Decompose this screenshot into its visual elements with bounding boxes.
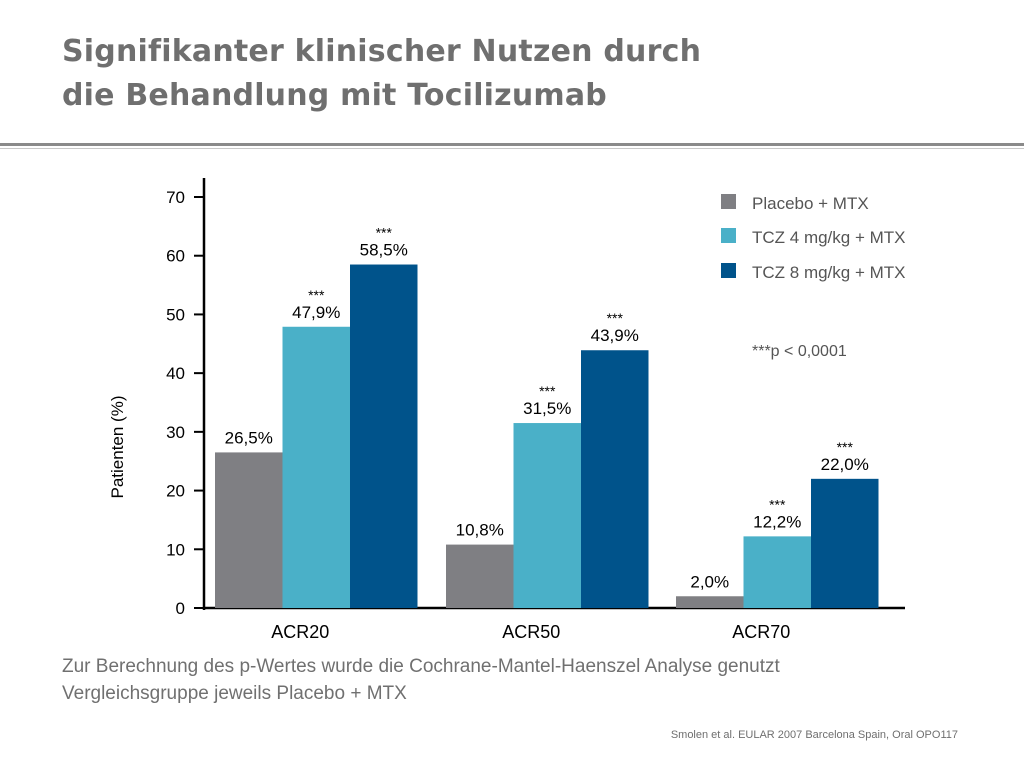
legend-swatch (721, 228, 736, 243)
y-tick-label: 30 (166, 423, 185, 442)
legend-label: TCZ 8 mg/kg + MTX (752, 263, 906, 282)
title-line-2: die Behandlung mit Tocilizumab (62, 78, 607, 113)
data-label: 12,2% (753, 512, 801, 531)
bar-acr70-series-2 (743, 536, 811, 608)
y-tick-label: 50 (166, 305, 185, 324)
data-label: 22,0% (821, 455, 869, 474)
data-label: 58,5% (360, 241, 408, 260)
data-label: 31,5% (523, 399, 571, 418)
data-label: 47,9% (292, 303, 340, 322)
y-tick-label: 20 (166, 482, 185, 501)
y-tick-label: 40 (166, 364, 185, 383)
footnote-comparison: Vergleichsgruppe jeweils Placebo + MTX (62, 683, 407, 704)
bar-acr20-series-1 (215, 452, 283, 608)
slide-title: Signifikanter klinischer Nutzen durch di… (62, 30, 962, 118)
significance-marker: *** (308, 287, 325, 303)
y-tick-label: 60 (166, 247, 185, 266)
source-citation: Smolen et al. EULAR 2007 Barcelona Spain… (670, 729, 958, 741)
significance-marker: *** (539, 383, 556, 399)
legend-label: TCZ 4 mg/kg + MTX (752, 228, 906, 247)
significance-marker: *** (376, 225, 393, 241)
x-category-label: ACR20 (271, 622, 329, 642)
bar-acr70-series-3 (811, 478, 879, 608)
y-axis-label: Patienten (%) (108, 396, 127, 499)
footnote-method: Zur Berechnung des p-Wertes wurde die Co… (62, 656, 780, 677)
data-label: 2,0% (690, 572, 729, 591)
bar-acr20-series-2 (282, 326, 350, 608)
legend-label: Placebo + MTX (752, 194, 869, 213)
x-category-label: ACR70 (732, 622, 790, 642)
legend-swatch (721, 263, 736, 278)
data-label: 10,8% (456, 521, 504, 540)
bar-acr50-series-2 (513, 423, 581, 608)
title-line-1: Signifikanter klinischer Nutzen durch (62, 34, 702, 69)
bar-acr70-series-1 (676, 596, 744, 608)
y-tick-label: 10 (166, 540, 185, 559)
p-value-annotation: ***p < 0,0001 (752, 343, 847, 360)
data-label: 26,5% (225, 428, 273, 447)
y-tick-label: 70 (166, 188, 185, 207)
y-tick-label: 0 (176, 599, 185, 618)
data-label: 43,9% (591, 326, 639, 345)
significance-marker: *** (837, 439, 854, 455)
title-divider (0, 143, 1024, 146)
significance-marker: *** (769, 496, 786, 512)
bar-acr20-series-3 (350, 264, 418, 608)
title-divider-thin (0, 148, 1024, 149)
bar-acr50-series-3 (581, 350, 649, 608)
x-category-label: ACR50 (502, 622, 560, 642)
significance-marker: *** (607, 310, 624, 326)
legend-swatch (721, 194, 736, 209)
bar-acr50-series-1 (446, 544, 514, 608)
